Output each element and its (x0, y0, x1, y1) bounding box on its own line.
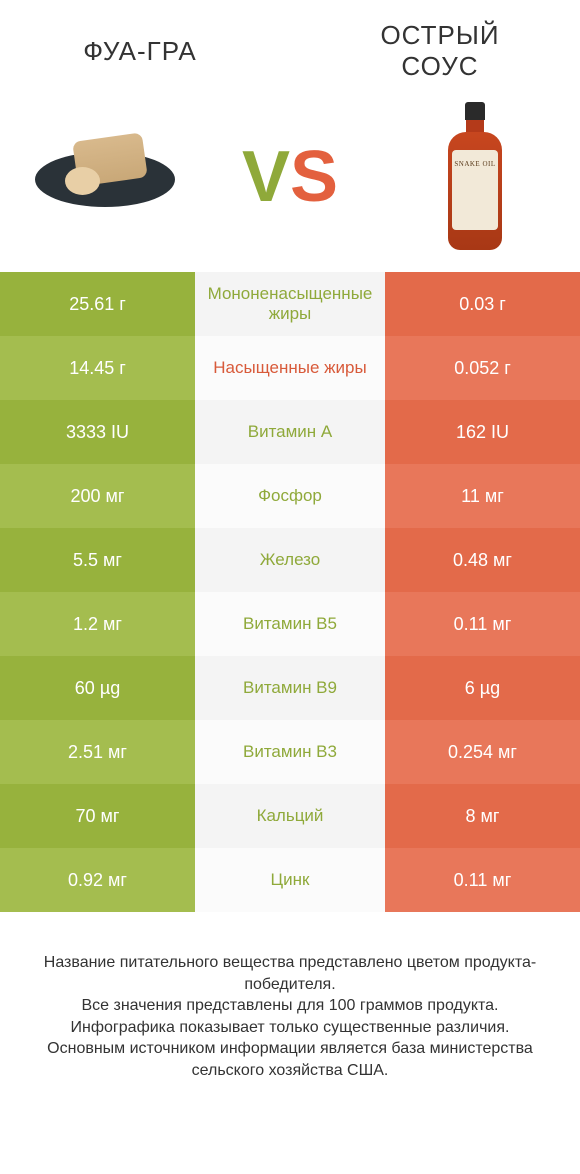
vs-s: S (290, 137, 338, 217)
table-row: 5.5 мгЖелезо0.48 мг (0, 528, 580, 592)
cell-nutrient-label: Витамин A (195, 400, 385, 464)
cell-nutrient-label: Витамин B9 (195, 656, 385, 720)
cell-left-value: 1.2 мг (0, 592, 195, 656)
cell-nutrient-label: Витамин B3 (195, 720, 385, 784)
bottle-label-text: SNAKE OIL (454, 160, 495, 168)
vs-label: VS (242, 141, 338, 213)
footer-line: Название питательного вещества представл… (20, 952, 560, 995)
cell-nutrient-label: Кальций (195, 784, 385, 848)
cell-nutrient-label: Фосфор (195, 464, 385, 528)
table-row: 60 µgВитамин B96 µg (0, 656, 580, 720)
cell-nutrient-label: Цинк (195, 848, 385, 912)
cell-left-value: 14.45 г (0, 336, 195, 400)
table-row: 0.92 мгЦинк0.11 мг (0, 848, 580, 912)
table-row: 14.45 гНасыщенные жиры0.052 г (0, 336, 580, 400)
cell-right-value: 0.254 мг (385, 720, 580, 784)
cell-right-value: 162 IU (385, 400, 580, 464)
cell-right-value: 8 мг (385, 784, 580, 848)
header: ФУА-ГРА ОСТРЫЙ СОУС (0, 0, 580, 92)
hot-sauce-icon: SNAKE OIL (440, 102, 510, 252)
cell-left-value: 200 мг (0, 464, 195, 528)
cell-left-value: 0.92 мг (0, 848, 195, 912)
image-right: SNAKE OIL (400, 102, 550, 252)
cell-right-value: 11 мг (385, 464, 580, 528)
vs-v: V (242, 137, 290, 217)
table-row: 25.61 гМононенасыщенные жиры0.03 г (0, 272, 580, 336)
footer-notes: Название питательного вещества представл… (0, 912, 580, 1082)
cell-nutrient-label: Мононенасыщенные жиры (195, 272, 385, 336)
cell-right-value: 0.48 мг (385, 528, 580, 592)
table-row: 2.51 мгВитамин B30.254 мг (0, 720, 580, 784)
image-left (30, 102, 180, 252)
footer-line: Основным источником информации является … (20, 1038, 560, 1081)
images-row: VS SNAKE OIL (0, 92, 580, 272)
footer-line: Инфографика показывает только существенн… (20, 1017, 560, 1039)
comparison-table: 25.61 гМононенасыщенные жиры0.03 г14.45 … (0, 272, 580, 912)
table-row: 3333 IUВитамин A162 IU (0, 400, 580, 464)
foie-gras-icon (35, 137, 175, 217)
cell-right-value: 0.03 г (385, 272, 580, 336)
table-row: 200 мгФосфор11 мг (0, 464, 580, 528)
cell-right-value: 0.052 г (385, 336, 580, 400)
cell-nutrient-label: Железо (195, 528, 385, 592)
cell-left-value: 70 мг (0, 784, 195, 848)
cell-left-value: 25.61 г (0, 272, 195, 336)
table-row: 1.2 мгВитамин B50.11 мг (0, 592, 580, 656)
title-left: ФУА-ГРА (40, 36, 240, 67)
cell-right-value: 0.11 мг (385, 848, 580, 912)
title-right: ОСТРЫЙ СОУС (340, 20, 540, 82)
cell-nutrient-label: Витамин B5 (195, 592, 385, 656)
cell-left-value: 3333 IU (0, 400, 195, 464)
cell-left-value: 60 µg (0, 656, 195, 720)
cell-right-value: 0.11 мг (385, 592, 580, 656)
footer-line: Все значения представлены для 100 граммо… (20, 995, 560, 1017)
cell-right-value: 6 µg (385, 656, 580, 720)
cell-left-value: 2.51 мг (0, 720, 195, 784)
table-row: 70 мгКальций8 мг (0, 784, 580, 848)
cell-nutrient-label: Насыщенные жиры (195, 336, 385, 400)
cell-left-value: 5.5 мг (0, 528, 195, 592)
